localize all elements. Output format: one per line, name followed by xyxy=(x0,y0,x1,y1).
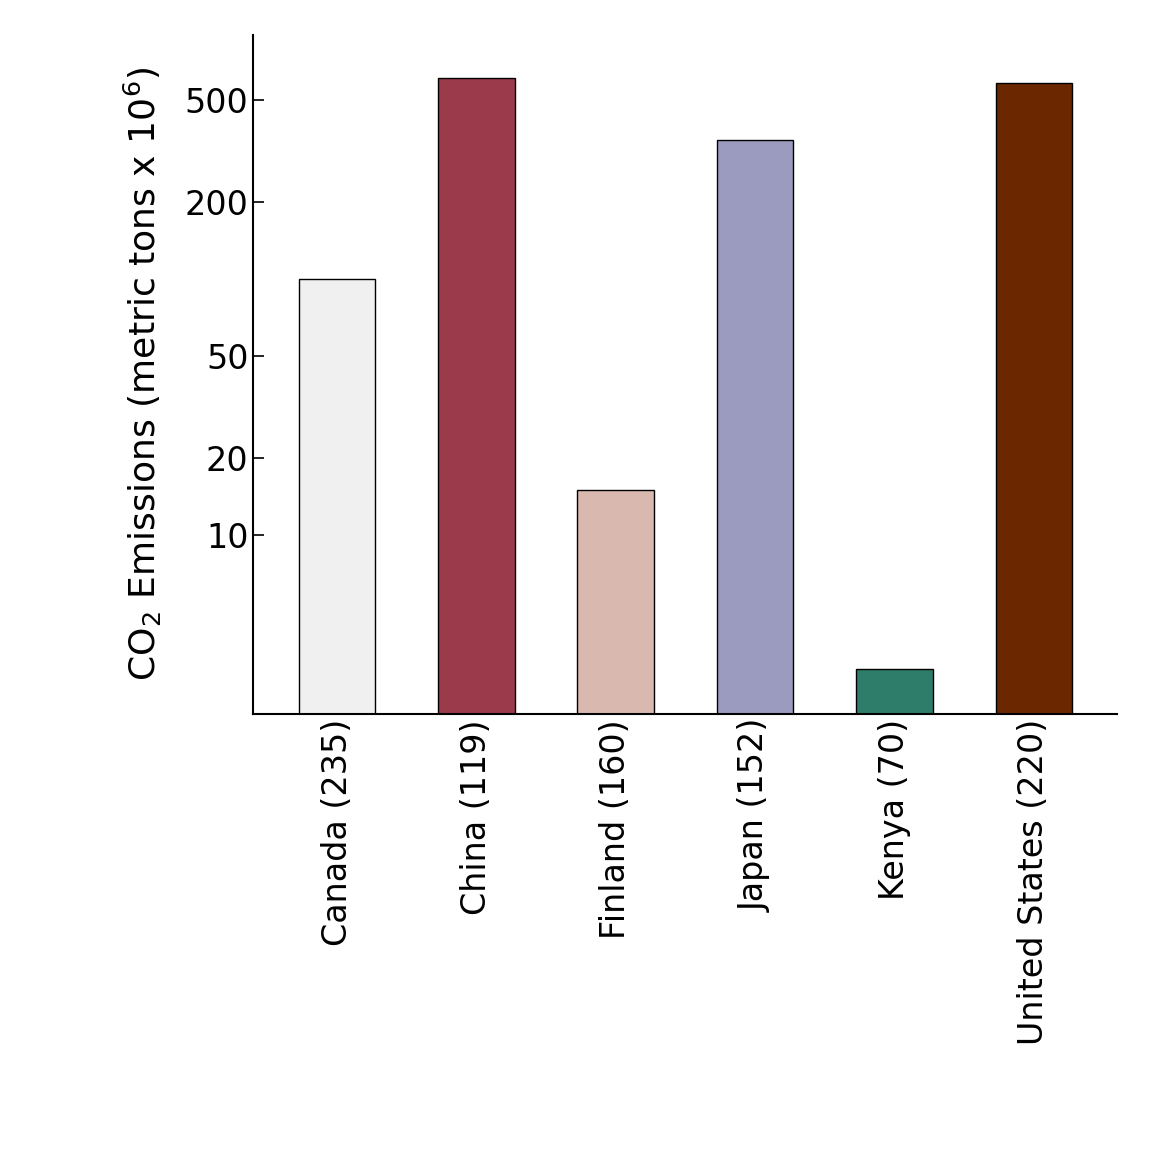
Bar xyxy=(717,139,794,1152)
Bar xyxy=(856,669,933,1152)
Bar xyxy=(298,279,376,1152)
Y-axis label: CO$_2$ Emissions (metric tons x 10$^6$): CO$_2$ Emissions (metric tons x 10$^6$) xyxy=(122,67,164,682)
Bar xyxy=(995,83,1073,1152)
Bar xyxy=(577,490,654,1152)
Bar xyxy=(438,78,515,1152)
